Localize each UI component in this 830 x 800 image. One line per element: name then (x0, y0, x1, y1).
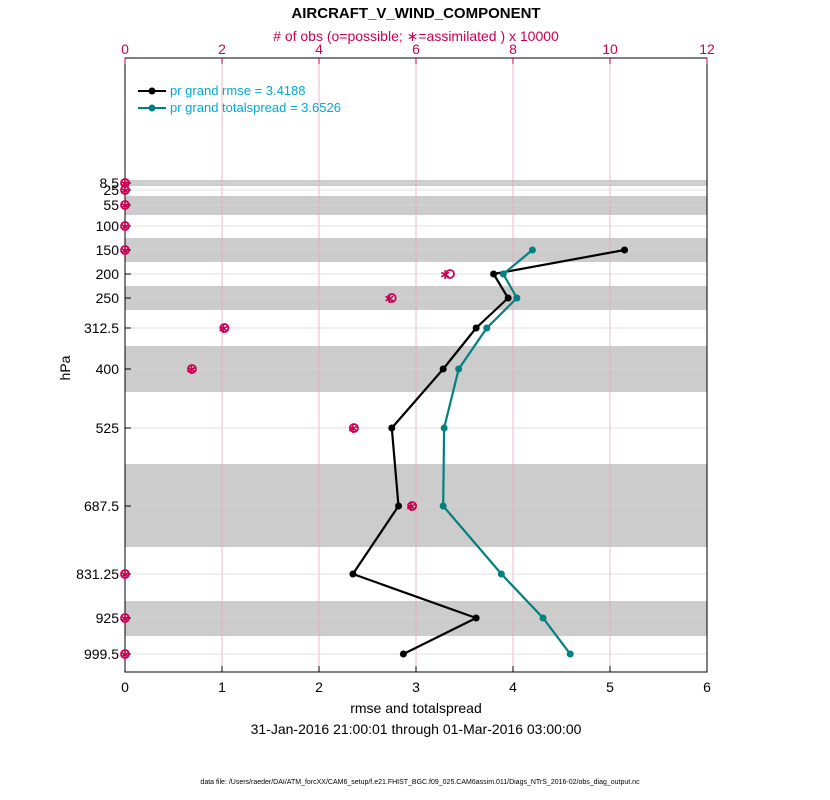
series-1-point-9 (566, 650, 574, 658)
obs-possible-11 (120, 569, 130, 579)
obs-assimilated-5: ∗ (439, 267, 451, 283)
series-1-point-0 (528, 246, 536, 254)
legend: pr grand rmse = 3.4188 pr grand totalspr… (138, 83, 341, 115)
series-0-point-7 (349, 570, 357, 578)
series-1-point-1 (499, 270, 507, 278)
y-tick-label-11: 831.25 (76, 566, 119, 582)
series-line-0 (351, 248, 625, 655)
x-tick-label-4: 4 (509, 679, 517, 695)
series-1-point-3 (483, 324, 491, 332)
series-0-point-3 (472, 324, 480, 332)
chart-title: AIRCRAFT_V_WIND_COMPONENT (291, 5, 540, 22)
gridlines (124, 58, 708, 672)
obs-assimilated-11: ∗ (119, 567, 131, 583)
obs-possible-2 (120, 200, 130, 210)
obs-assimilated-9: ∗ (347, 421, 359, 437)
y-tick-label-6: 250 (96, 290, 120, 306)
series-0-point-6 (395, 502, 403, 510)
obs-assimilated-12: ∗ (119, 611, 131, 627)
series-1-point-6 (439, 502, 447, 510)
x-axis-label: rmse and totalspread (350, 700, 482, 716)
y-tick-label-2: 55 (103, 197, 119, 213)
obs-assimilated-3: ∗ (119, 219, 131, 235)
obs-assimilated-6: ∗ (383, 291, 395, 307)
obs-possible-10 (407, 501, 418, 511)
series-layer (349, 246, 629, 658)
series-0-point-8 (472, 614, 480, 622)
obs-possible-0 (120, 178, 130, 188)
obs-assimilated-10: ∗ (405, 499, 417, 515)
axis-ticks: 0 1 2 3 4 5 60 2 4 6 8 10 128.52555100150200250312.5… (76, 41, 715, 695)
y-tick-label-4: 150 (96, 242, 120, 258)
series-1-point-4 (455, 365, 463, 373)
obs-assimilated-13: ∗ (119, 647, 131, 663)
y-tick-label-13: 999.5 (84, 646, 119, 662)
top-tick-label-3: 6 (412, 41, 420, 57)
series-0-point-4 (439, 365, 447, 373)
series-0-point-0 (621, 246, 629, 254)
series-1-point-7 (497, 570, 505, 578)
footnote: data file: /Users/raeder/DAI/ATM_forcXX/… (200, 779, 640, 786)
y-tick-label-12: 925 (96, 610, 120, 626)
legend-totalspread: pr grand totalspread = 3.6526 (170, 100, 341, 115)
top-tick-label-5: 10 (602, 41, 618, 57)
top-tick-label-0: 0 (121, 41, 129, 57)
y-tick-label-0: 8.5 (100, 175, 120, 191)
y-axis-label: hPa (57, 355, 73, 380)
y-tick-label-9: 525 (96, 420, 120, 436)
obs-count-layer: ∗∗∗∗∗∗∗∗∗∗∗∗∗∗ (119, 176, 455, 663)
top-tick-label-6: 12 (699, 41, 715, 57)
x-tick-label-3: 3 (412, 679, 420, 695)
obs-assimilated-2: ∗ (119, 198, 131, 214)
y-tick-label-3: 100 (96, 218, 120, 234)
obs-possible-4 (120, 245, 130, 255)
y-tick-label-7: 312.5 (84, 320, 119, 336)
obs-possible-8 (187, 364, 197, 374)
obs-possible-5 (445, 269, 455, 279)
series-0-point-1 (490, 270, 498, 278)
obs-assimilated-7: ∗ (218, 321, 230, 337)
x-tick-label-0: 0 (121, 679, 129, 695)
series-0-point-9 (399, 650, 407, 658)
series-0-point-5 (388, 424, 396, 432)
obs-possible-6 (386, 293, 397, 303)
obs-assimilated-0: ∗ (119, 176, 131, 192)
y-tick-label-1: 25 (103, 182, 119, 198)
series-1-point-5 (440, 424, 448, 432)
legend-rmse: pr grand rmse = 3.4188 (170, 83, 306, 98)
top-axis-label: # of obs (o=possible; ∗=assimilated ) x … (273, 28, 559, 44)
top-tick-label-4: 8 (509, 41, 517, 57)
top-tick-label-2: 4 (315, 41, 323, 57)
series-line-1 (442, 249, 572, 655)
obs-assimilated-4: ∗ (119, 243, 131, 259)
y-tick-label-5: 200 (96, 266, 120, 282)
obs-possible-9 (349, 423, 359, 433)
obs-assimilated-8: ∗ (186, 362, 198, 378)
y-tick-label-8: 400 (96, 361, 120, 377)
x-tick-label-1: 1 (218, 679, 226, 695)
series-0-point-2 (504, 294, 512, 302)
top-tick-label-1: 2 (218, 41, 226, 57)
series-1-point-8 (539, 614, 547, 622)
y-tick-label-10: 687.5 (84, 498, 119, 514)
obs-possible-13 (120, 649, 130, 659)
obs-assimilated-1: ∗ (119, 183, 131, 199)
x-tick-label-5: 5 (606, 679, 614, 695)
obs-possible-3 (120, 221, 130, 231)
obs-possible-7 (219, 323, 230, 333)
obs-possible-1 (120, 185, 130, 195)
obs-possible-12 (120, 613, 130, 623)
series-1-point-2 (513, 294, 521, 302)
x-tick-label-6: 6 (703, 679, 711, 695)
x-tick-label-2: 2 (315, 679, 323, 695)
date-range: 31-Jan-2016 21:00:01 through 01-Mar-2016… (251, 721, 582, 737)
